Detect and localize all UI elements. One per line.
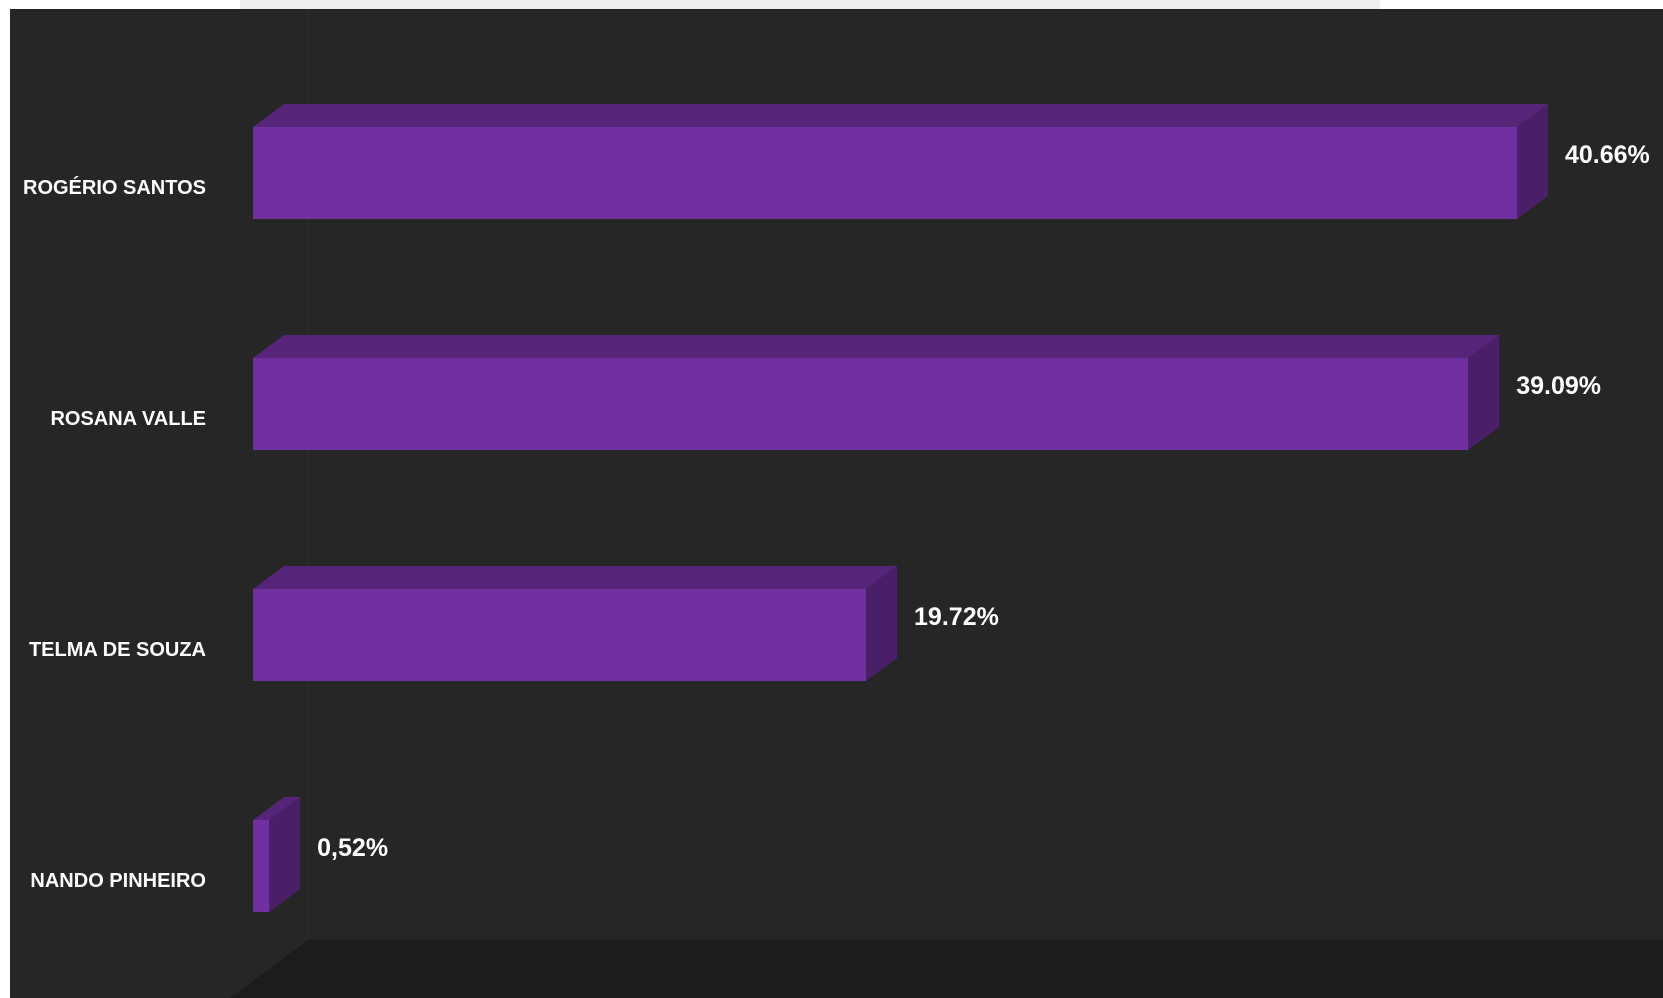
bar-side-face: [866, 566, 898, 681]
value-label: 39.09%: [1516, 372, 1601, 400]
bar: [253, 104, 1548, 219]
category-label: ROSANA VALLE: [50, 408, 206, 430]
bar: [253, 566, 898, 681]
bar-top-face: [253, 797, 301, 820]
chart-floor: [230, 940, 1663, 998]
top-strip: [240, 0, 1380, 9]
category-label: TELMA DE SOUZA: [29, 639, 206, 661]
bar-front-face: [253, 358, 1469, 450]
bar-side-face: [1468, 335, 1500, 450]
labels-group: ROGÉRIO SANTOS 40.66% ROSANA VALLE 39.09% TE…: [23, 141, 1650, 892]
value-label: 19.72%: [914, 603, 999, 631]
bar-top-face: [253, 566, 898, 589]
bar-front-face: [253, 127, 1517, 219]
category-label: NANDO PINHEIRO: [30, 870, 206, 892]
bar: [253, 335, 1500, 450]
bar-side-face: [1517, 104, 1548, 219]
bars-group: [253, 104, 1548, 912]
value-label: 0,52%: [317, 834, 388, 862]
bar-front-face: [253, 589, 867, 681]
bar-front-face: [253, 820, 270, 912]
value-label: 40.66%: [1565, 141, 1650, 169]
bar-side-face: [269, 797, 301, 912]
bar-top-face: [253, 104, 1548, 127]
category-label: ROGÉRIO SANTOS: [23, 176, 206, 199]
bar-top-face: [253, 335, 1500, 358]
bar: [253, 797, 301, 912]
